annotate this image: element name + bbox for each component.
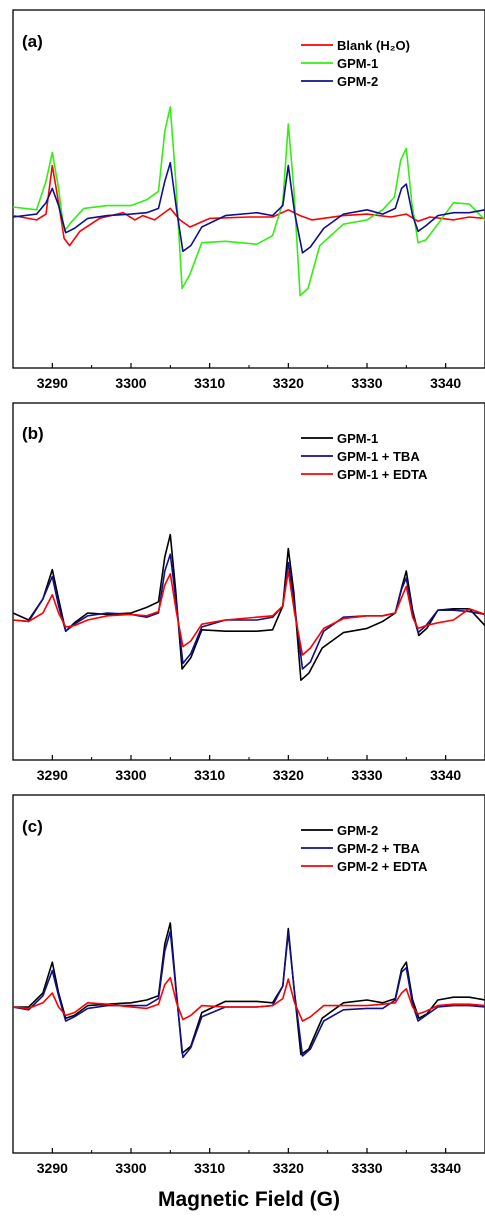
x-tick-label-b-3320: 3320 [273, 767, 304, 783]
panel-a: 3290 3300 3310 3320 3330 3340 (a) Blank (H₂O)… [12, 9, 485, 391]
panel-a-frame [12, 9, 485, 369]
x-axis-label: Magnetic Field (G) [158, 1188, 340, 1211]
panel-b-legend: GPM-1 GPM-1 + TBA GPM-1 + EDTA [301, 431, 428, 482]
legend-label-b-3: GPM-1 + EDTA [337, 467, 428, 482]
panel-b-x-axis: 3290 3300 3310 3320 3330 3340 [37, 755, 461, 783]
legend-label-a-1: Blank (H₂O) [337, 38, 410, 53]
panel-c-x-axis: 3290 3300 3310 3320 3330 3340 [37, 1148, 461, 1176]
series-line-c-1 [13, 922, 485, 1056]
x-tick-label-c-3290: 3290 [37, 1160, 68, 1176]
x-tick-label-c-3340: 3340 [430, 1160, 461, 1176]
legend-label-b-2: GPM-1 + TBA [337, 449, 420, 464]
x-tick-label-a-3310: 3310 [194, 375, 225, 391]
series-line-c-2 [13, 930, 485, 1059]
series-line-b-3 [13, 570, 485, 656]
panel-c-legend: GPM-2 GPM-2 + TBA GPM-2 + EDTA [301, 823, 428, 874]
x-tick-label-c-3330: 3330 [351, 1160, 382, 1176]
panel-a-series [13, 106, 485, 297]
panel-a-label: (a) [22, 32, 43, 51]
series-line-a-2 [13, 106, 485, 297]
x-tick-label-c-3300: 3300 [115, 1160, 146, 1176]
series-line-b-1 [13, 533, 485, 682]
panel-b: 3290 3300 3310 3320 3330 3340 (b) GPM-1 GPM-1 … [12, 402, 485, 783]
legend-label-c-2: GPM-2 + TBA [337, 841, 420, 856]
legend-label-c-1: GPM-2 [337, 823, 378, 838]
x-tick-label-b-3300: 3300 [115, 767, 146, 783]
x-tick-label-a-3290: 3290 [37, 375, 68, 391]
series-line-a-3 [13, 161, 485, 254]
legend-label-a-2: GPM-1 [337, 56, 378, 71]
panel-b-series [13, 533, 485, 682]
panel-a-legend: Blank (H₂O) GPM-1 GPM-2 [301, 38, 410, 89]
panel-c: 3290 3300 3310 3320 3330 3340 (c) GPM-2 GPM-2 … [12, 794, 485, 1176]
panel-b-label: (b) [22, 424, 44, 443]
x-tick-label-b-3330: 3330 [351, 767, 382, 783]
legend-label-c-3: GPM-2 + EDTA [337, 859, 428, 874]
x-tick-label-a-3340: 3340 [430, 375, 461, 391]
x-tick-label-c-3320: 3320 [273, 1160, 304, 1176]
series-line-b-2 [13, 553, 485, 670]
series-line-c-3 [13, 976, 485, 1022]
panel-a-x-axis: 3290 3300 3310 3320 3330 3340 [37, 363, 461, 391]
x-tick-label-b-3290: 3290 [37, 767, 68, 783]
x-tick-label-b-3310: 3310 [194, 767, 225, 783]
legend-label-a-3: GPM-2 [337, 74, 378, 89]
legend-label-b-1: GPM-1 [337, 431, 378, 446]
x-tick-label-a-3320: 3320 [273, 375, 304, 391]
x-tick-label-a-3300: 3300 [115, 375, 146, 391]
series-line-a-1 [13, 164, 485, 247]
panel-c-label: (c) [22, 817, 43, 836]
x-tick-label-c-3310: 3310 [194, 1160, 225, 1176]
panel-c-series [13, 922, 485, 1059]
x-tick-label-b-3340: 3340 [430, 767, 461, 783]
x-tick-label-a-3330: 3330 [351, 375, 382, 391]
